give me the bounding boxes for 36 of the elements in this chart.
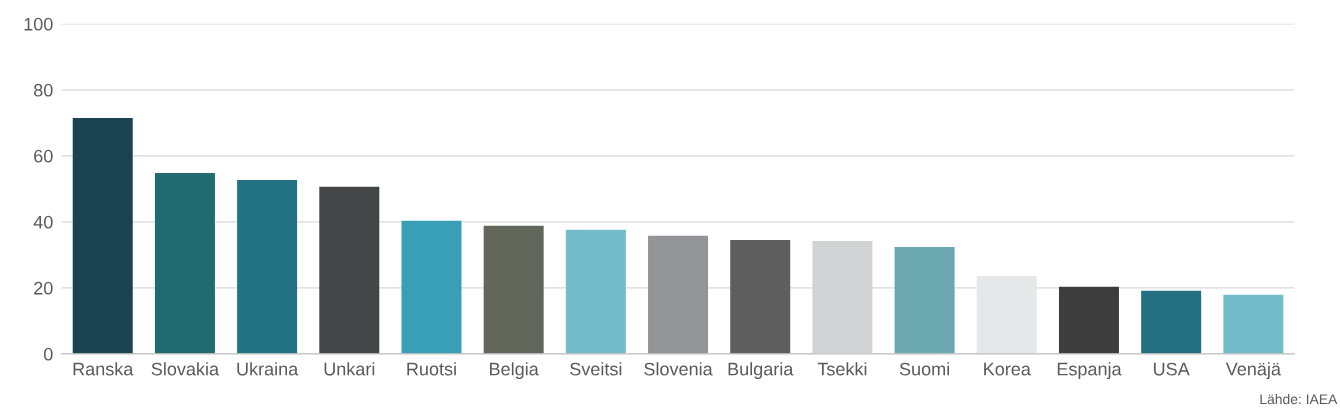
- bar: [401, 220, 462, 354]
- bar: [237, 179, 298, 354]
- bar: [976, 275, 1037, 354]
- bar: [565, 229, 626, 354]
- x-tick-label: Ruotsi: [407, 362, 456, 376]
- bar: [154, 173, 215, 354]
- y-tick-label: 60: [34, 149, 53, 163]
- text: Lähde: IAEA: [1260, 393, 1338, 405]
- x-tick-label: Sveitsi: [570, 362, 622, 376]
- x-tick-label: Slovakia: [151, 362, 220, 376]
- y-tick-label: 0: [43, 347, 53, 361]
- x-tick-label: Ukraina: [237, 362, 299, 376]
- x-tick-label: Belgia: [490, 362, 539, 380]
- x-tick-label: USA: [1153, 362, 1190, 376]
- bar: [648, 235, 709, 354]
- x-tick-label: Unkari: [324, 362, 375, 376]
- bar: [894, 246, 955, 354]
- bar: [1058, 286, 1119, 354]
- bar: [72, 117, 133, 354]
- bar: [483, 225, 544, 354]
- x-tick-label: Venäjä: [1225, 362, 1281, 380]
- bar: [1223, 294, 1284, 354]
- x-tick-label: Espanja: [1057, 362, 1122, 380]
- x-tick-label: Suomi: [899, 362, 949, 376]
- y-tick-label: 20: [34, 281, 53, 295]
- bar: [319, 186, 380, 354]
- x-tick-label: Ranska: [73, 362, 134, 376]
- x-tick-label: Slovenia: [644, 362, 713, 376]
- y-tick-label: 40: [33, 215, 53, 229]
- bar: [1141, 290, 1202, 354]
- x-tick-label: Korea: [984, 362, 1031, 376]
- x-tick-label: Bulgaria: [728, 362, 794, 380]
- y-tick-label: 80: [34, 83, 53, 97]
- bar: [730, 240, 791, 354]
- y-tick-label: 100: [24, 17, 53, 31]
- x-tick-label: Tsekki: [817, 362, 867, 376]
